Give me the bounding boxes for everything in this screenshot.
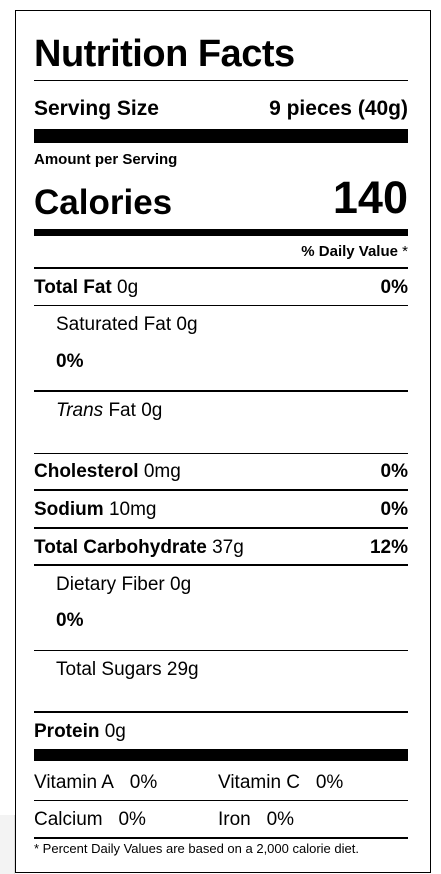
iron-label: Iron bbox=[218, 809, 251, 830]
daily-value-text: % Daily Value bbox=[301, 243, 398, 260]
total-fat-pct: 0% bbox=[380, 277, 408, 298]
divider bbox=[34, 80, 408, 81]
calcium: Calcium 0% bbox=[34, 808, 146, 832]
sodium-row: Sodium 10mg 0% bbox=[34, 498, 408, 522]
cholesterol-pct: 0% bbox=[380, 461, 408, 482]
dietary-fiber-row: Dietary Fiber 0g bbox=[56, 573, 408, 597]
divider bbox=[34, 800, 408, 801]
daily-value-star: * bbox=[402, 243, 408, 260]
divider bbox=[34, 837, 408, 839]
divider bbox=[34, 305, 408, 306]
sodium-amount: 10mg bbox=[108, 499, 157, 520]
nutrition-facts-label: Nutrition Facts Serving Size 9 pieces (4… bbox=[15, 10, 431, 873]
divider-heavy bbox=[34, 129, 408, 143]
serving-size-value: 9 pieces (40g) bbox=[269, 97, 408, 120]
trans-fat-amount: 0g bbox=[141, 400, 163, 421]
protein-label: Protein bbox=[34, 721, 100, 742]
total-carbohydrate-row: Total Carbohydrate 37g 12% bbox=[34, 536, 408, 560]
saturated-fat-pct: 0% bbox=[56, 351, 84, 372]
protein-row: Protein 0g bbox=[34, 720, 408, 744]
total-fat-row: Total Fat 0g 0% bbox=[34, 276, 408, 300]
total-fat-label: Total Fat bbox=[34, 277, 112, 298]
trans-fat-label: Fat bbox=[108, 400, 136, 421]
total-sugars-label: Total Sugars bbox=[56, 659, 162, 680]
dietary-fiber-pct: 0% bbox=[56, 610, 84, 631]
vitamin-row-2: Calcium 0% Iron 0% bbox=[34, 808, 408, 832]
divider-thick bbox=[34, 229, 408, 236]
total-sugars-row: Total Sugars 29g bbox=[56, 658, 408, 682]
protein-amount: 0g bbox=[104, 721, 126, 742]
calories-row: Calories 140 bbox=[34, 173, 408, 223]
label-title: Nutrition Facts bbox=[34, 33, 295, 75]
divider bbox=[34, 453, 408, 454]
calcium-pct: 0% bbox=[118, 809, 146, 830]
page-edge-tab bbox=[0, 815, 15, 874]
divider bbox=[34, 711, 408, 713]
divider bbox=[34, 527, 408, 529]
total-sugars-amount: 29g bbox=[166, 659, 199, 680]
vitamin-row-1: Vitamin A 0% Vitamin C 0% bbox=[34, 771, 408, 795]
vitamin-c-label: Vitamin C bbox=[218, 772, 301, 793]
divider bbox=[34, 390, 408, 392]
vitamin-a: Vitamin A 0% bbox=[34, 771, 157, 795]
total-fat-amount: 0g bbox=[117, 277, 139, 298]
dietary-fiber-label: Dietary Fiber bbox=[56, 574, 165, 595]
cholesterol-amount: 0mg bbox=[143, 461, 181, 482]
calcium-label: Calcium bbox=[34, 809, 103, 830]
iron: Iron 0% bbox=[218, 808, 294, 832]
total-carbohydrate-amount: 37g bbox=[212, 537, 244, 558]
total-carbohydrate-pct: 12% bbox=[369, 537, 408, 558]
calories-value: 140 bbox=[332, 172, 408, 223]
divider bbox=[34, 564, 408, 566]
cholesterol-row: Cholesterol 0mg 0% bbox=[34, 460, 408, 484]
trans-fat-row: Trans Fat 0g bbox=[56, 399, 408, 423]
divider-heavy bbox=[34, 749, 408, 761]
daily-value-header: % Daily Value * bbox=[34, 243, 408, 260]
saturated-fat-label: Saturated Fat bbox=[56, 314, 172, 335]
serving-size-label: Serving Size bbox=[34, 97, 159, 120]
sodium-pct: 0% bbox=[380, 499, 408, 520]
footnote: * Percent Daily Values are based on a 2,… bbox=[34, 841, 359, 856]
vitamin-a-label: Vitamin A bbox=[34, 772, 114, 793]
vitamin-c: Vitamin C 0% bbox=[218, 771, 343, 795]
total-carbohydrate-label: Total Carbohydrate bbox=[34, 537, 207, 558]
cholesterol-label: Cholesterol bbox=[34, 461, 139, 482]
vitamin-a-pct: 0% bbox=[129, 772, 158, 793]
serving-size-row: Serving Size 9 pieces (40g) bbox=[34, 97, 408, 121]
calories-label: Calories bbox=[34, 183, 173, 222]
saturated-fat-amount: 0g bbox=[176, 314, 198, 335]
iron-pct: 0% bbox=[266, 809, 295, 830]
sodium-label: Sodium bbox=[34, 499, 104, 520]
amount-per-serving: Amount per Serving bbox=[34, 151, 178, 168]
dietary-fiber-amount: 0g bbox=[170, 574, 192, 595]
divider bbox=[34, 489, 408, 491]
vitamin-c-pct: 0% bbox=[315, 772, 344, 793]
trans-fat-label-italic: Trans bbox=[56, 400, 104, 421]
divider bbox=[34, 650, 408, 651]
divider bbox=[34, 267, 408, 269]
saturated-fat-row: Saturated Fat 0g bbox=[56, 313, 408, 337]
